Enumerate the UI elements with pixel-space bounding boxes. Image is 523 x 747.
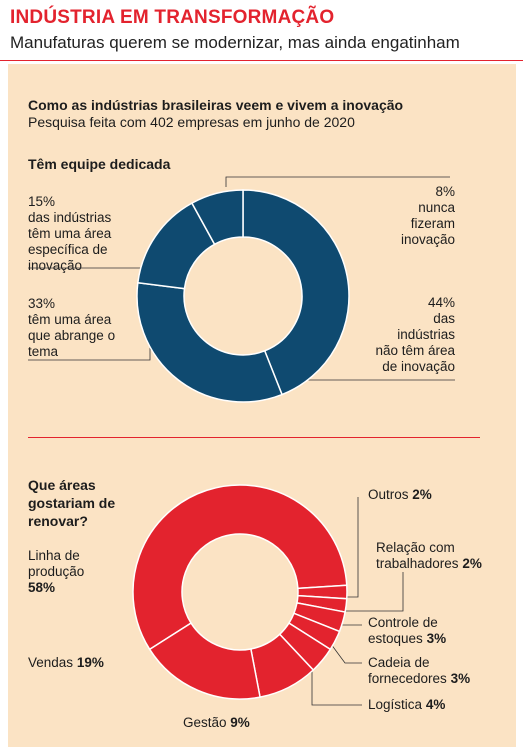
page-title: INDÚSTRIA EM TRANSFORMAÇÃO (10, 7, 335, 28)
chart2-label-logistica-name: Logística (368, 697, 423, 712)
chart2-label-relacao: Relação com trabalhadores 2% (376, 540, 491, 572)
chart1-title: Têm equipe dedicada (28, 156, 171, 172)
chart2-label-gestao: Gestão 9% (183, 715, 250, 731)
chart1-label-theme-pct: 33% (28, 296, 56, 311)
chart2-label-cadeia: Cadeia de fornecedores 3% (368, 655, 488, 687)
chart2-label-estoques-pct: 3% (426, 631, 447, 646)
chart2-label-outros-pct: 2% (412, 487, 432, 502)
chart1-label-specific-pct: 15% (28, 194, 56, 209)
chart2-label-vendas: Vendas 19% (28, 655, 104, 671)
chart2-title: Que áreas gostariam de renovar? (28, 477, 116, 529)
chart2-label-cadeia-name: Cadeia de fornecedores (368, 655, 447, 686)
chart1-label-none-pct: 44% (427, 295, 455, 310)
leader-logistica (311, 665, 362, 706)
chart2-label-relacao-name: Relação com trabalhadores (376, 540, 459, 571)
chart1-slice-0 (242, 189, 350, 396)
chart2-label-logistica-pct: 4% (425, 697, 446, 712)
chart2-label-estoques: Controle de estoques 3% (368, 615, 468, 647)
chart2-label-producao-name: Linha de produção (28, 548, 85, 579)
chart1-label-theme: 33% têm uma área que abrange o tema (28, 296, 123, 360)
infographic-title: Como as indústrias brasileiras veem e vi… (28, 97, 404, 113)
leader-cadeia (327, 639, 362, 664)
chart2-donut (132, 484, 348, 700)
leader-never (225, 176, 450, 187)
section-divider (28, 437, 480, 438)
chart2-label-gestao-pct: 9% (230, 715, 250, 730)
chart2-label-logistica: Logística 4% (368, 697, 445, 713)
chart1-label-never: 8% nunca fizeram inovação (385, 184, 455, 248)
chart1-label-none-text: das indústrias não têm área de inovação (375, 311, 455, 374)
chart2-label-vendas-pct: 19% (76, 655, 104, 670)
chart2-label-outros: Outros 2% (368, 487, 432, 503)
chart1-slice-1 (136, 281, 283, 403)
chart1-donut (136, 189, 350, 403)
chart1-label-never-pct: 8% (435, 184, 455, 199)
chart1-label-none: 44% das indústrias não têm área de inova… (375, 295, 455, 375)
chart1-label-theme-text: têm uma área que abrange o tema (28, 312, 116, 359)
chart1-label-never-text: nunca fizeram inovação (400, 200, 455, 247)
chart2-label-relacao-pct: 2% (462, 556, 482, 571)
chart2-label-producao-pct: 58% (28, 580, 56, 595)
chart2-label-producao: Linha de produção 58% (28, 548, 128, 596)
chart2-slice-0 (132, 484, 348, 651)
chart2-slice-1 (148, 622, 261, 700)
leader-none (299, 365, 455, 381)
infographic-panel (8, 64, 516, 747)
leader-relacao (340, 572, 404, 612)
leader-theme (28, 347, 151, 361)
chart1-label-specific-text: das indústrias têm uma área específica d… (28, 210, 112, 273)
chart2-label-vendas-name: Vendas (28, 655, 74, 670)
chart2-label-cadeia-pct: 3% (450, 671, 471, 686)
chart2-label-outros-name: Outros (368, 487, 409, 502)
chart1-slice-3 (190, 189, 244, 246)
chart2-label-estoques-name: Controle de estoques (368, 615, 438, 646)
infographic-subtitle: Pesquisa feita com 402 empresas em junho… (28, 114, 355, 130)
header-divider (0, 60, 523, 61)
chart2-label-gestao-name: Gestão (183, 715, 227, 730)
chart1-label-specific: 15% das indústrias têm uma área específi… (28, 194, 128, 274)
page-subtitle: Manufaturas querem se modernizar, mas ai… (10, 33, 460, 52)
